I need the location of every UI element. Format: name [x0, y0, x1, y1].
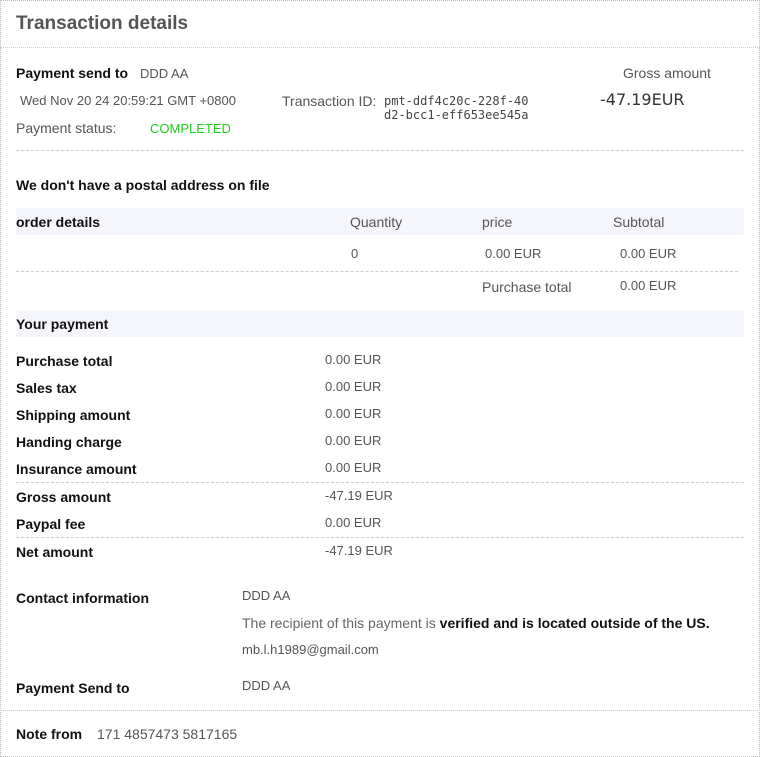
- transaction-id-line2: d2-bcc1-eff653ee545a: [384, 108, 529, 122]
- contact-name: DDD AA: [242, 588, 291, 603]
- price-header: price: [482, 214, 513, 230]
- transaction-date: Wed Nov 20 24 20:59:21 GMT +0800: [20, 93, 236, 108]
- payment-row-value: 0.00 EUR: [325, 515, 382, 530]
- payment-row-value: 0.00 EUR: [325, 406, 382, 421]
- payment-row-value: 0.00 EUR: [325, 433, 382, 448]
- status-label: Payment status:: [16, 120, 117, 136]
- order-quantity: 0: [351, 246, 359, 261]
- payment-row-value: 0.00 EUR: [325, 352, 382, 367]
- gross-amount-label: Gross amount: [623, 65, 711, 81]
- order-subtotal: 0.00 EUR: [620, 246, 677, 261]
- send-to-value: DDD AA: [140, 66, 189, 81]
- payment-row-label: Gross amount: [16, 489, 111, 505]
- payment-send-to-label: Payment Send to: [16, 680, 130, 696]
- payment-send-to-value: DDD AA: [242, 678, 291, 693]
- send-to-label: Payment send to: [16, 65, 129, 81]
- payment-row-label: Sales tax: [16, 380, 77, 396]
- postal-notice: We don't have a postal address on file: [16, 177, 270, 193]
- verification-text: The recipient of this payment is verifie…: [242, 615, 710, 631]
- note-value: 171 4857473 5817165: [97, 726, 238, 742]
- order-price: 0.00 EUR: [485, 246, 542, 261]
- payment-row-label: Shipping amount: [16, 407, 131, 423]
- your-payment-header: Your payment: [16, 316, 109, 332]
- status-badge: COMPLETED: [150, 121, 231, 136]
- payment-row-value: 0.00 EUR: [325, 460, 382, 475]
- subtotal-header: Subtotal: [613, 214, 665, 230]
- verification-status: verified and is located outside of the U…: [439, 615, 710, 631]
- payment-row-label: Handing charge: [16, 434, 122, 450]
- order-header: order details: [16, 214, 101, 230]
- contact-label: Contact information: [16, 590, 149, 606]
- payment-row-label: Purchase total: [16, 353, 113, 369]
- verification-prefix: The recipient of this payment is: [242, 615, 440, 631]
- payment-row-value: -47.19 EUR: [325, 543, 393, 558]
- payment-row-label: Net amount: [16, 544, 93, 560]
- transaction-id-line1: pmt-ddf4c20c-228f-40: [384, 94, 529, 108]
- note-label: Note from: [16, 726, 83, 742]
- payment-row-label: Insurance amount: [16, 461, 137, 477]
- quantity-header: Quantity: [350, 214, 403, 230]
- page-title: Transaction details: [16, 13, 189, 34]
- purchase-total-value: 0.00 EUR: [620, 278, 677, 293]
- contact-email[interactable]: mb.l.h1989@gmail.com: [242, 642, 379, 657]
- gross-amount-value: -47.19EUR: [600, 90, 685, 109]
- transaction-id-label: Transaction ID:: [282, 93, 377, 109]
- payment-row-label: Paypal fee: [16, 516, 86, 532]
- payment-row-value: -47.19 EUR: [325, 488, 393, 503]
- purchase-total-label: Purchase total: [482, 279, 572, 295]
- payment-row-value: 0.00 EUR: [325, 379, 382, 394]
